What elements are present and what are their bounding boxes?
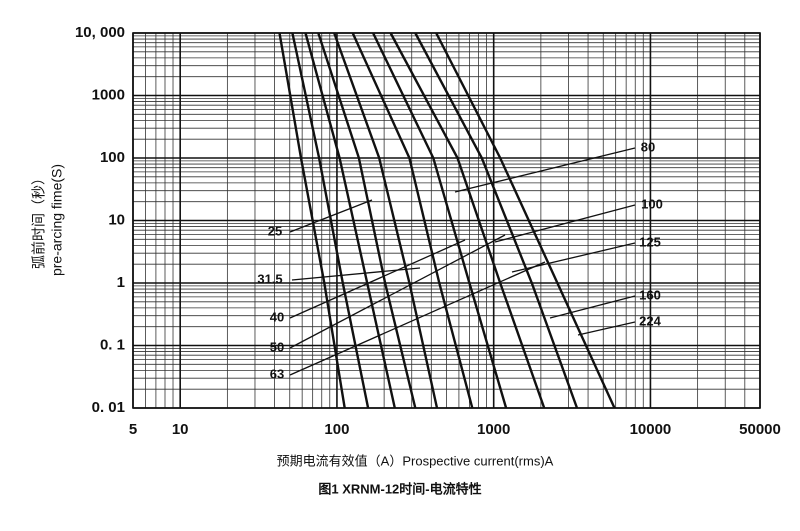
curve [351, 32, 474, 409]
curve-label: 100 [641, 196, 663, 211]
y-tick-label: 10 [108, 211, 125, 228]
plot-frame [132, 32, 761, 409]
curve-label: 125 [639, 234, 661, 249]
x-tick-label: 50000 [739, 421, 781, 438]
curve [278, 32, 346, 409]
curve-label: 40 [270, 309, 284, 324]
curve [389, 32, 546, 409]
caption: 图1 XRNM-12时间-电流特性 [318, 481, 481, 496]
curve-label: 160 [639, 287, 661, 302]
leader-line [511, 242, 636, 273]
y-tick-label: 0. 01 [92, 399, 125, 416]
curve [435, 32, 616, 409]
leader-line [549, 295, 636, 319]
x-tick-label: 1000 [477, 421, 510, 438]
curve [291, 32, 370, 409]
curve-label: 50 [270, 339, 284, 354]
curve [372, 32, 508, 409]
y-tick-label: 1 [117, 274, 125, 291]
x-tick-label: 10 [172, 421, 189, 438]
leader-line [494, 204, 636, 243]
leader-line [454, 147, 636, 193]
x-axis-label: 预期电流有效值（A）Prospective current(rms)A [277, 453, 554, 468]
curve [414, 32, 579, 409]
curve-label: 80 [641, 139, 655, 154]
x-tick-label: 5 [129, 421, 137, 438]
y-tick-label: 0. 1 [100, 336, 125, 353]
x-tick-label: 10000 [630, 421, 672, 438]
curve-label: 63 [270, 366, 284, 381]
leader-line [289, 239, 466, 319]
y-tick-label: 100 [100, 149, 125, 166]
y-tick-label: 10, 000 [75, 24, 125, 41]
curve-label: 31.5 [257, 271, 282, 286]
curve [304, 32, 396, 409]
curve [333, 32, 439, 409]
x-tick-label: 100 [324, 421, 349, 438]
y-tick-label: 1000 [92, 86, 125, 103]
y-axis-label-cn: 弧前时间（秒） [31, 171, 47, 269]
leader-line [289, 234, 506, 349]
curve [317, 32, 417, 409]
leader-line [577, 321, 636, 336]
curve-label: 224 [639, 313, 661, 328]
curve-label: 25 [268, 223, 282, 238]
y-axis-label: pre-arcing fime(S) [49, 164, 65, 276]
